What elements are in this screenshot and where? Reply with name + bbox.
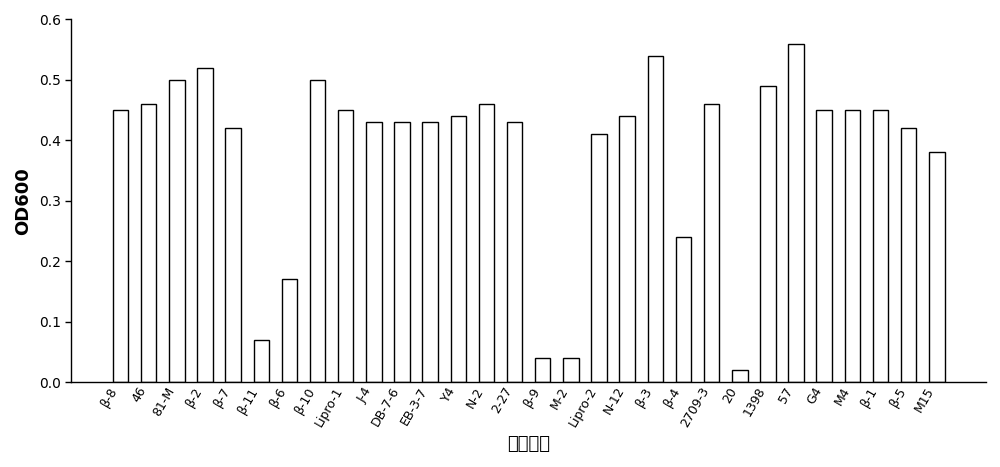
Bar: [169, 80, 185, 382]
Bar: [507, 122, 522, 382]
Bar: [451, 116, 466, 382]
Bar: [676, 237, 691, 382]
Bar: [310, 80, 325, 382]
Bar: [760, 86, 776, 382]
Bar: [366, 122, 382, 382]
Bar: [873, 110, 888, 382]
Bar: [254, 340, 269, 382]
Bar: [845, 110, 860, 382]
Bar: [225, 128, 241, 382]
Bar: [619, 116, 635, 382]
Bar: [394, 122, 410, 382]
Bar: [591, 134, 607, 382]
Bar: [929, 152, 945, 382]
Bar: [732, 370, 748, 382]
Bar: [704, 104, 719, 382]
Bar: [816, 110, 832, 382]
Bar: [197, 68, 213, 382]
Y-axis label: OD600: OD600: [14, 167, 32, 234]
Bar: [901, 128, 916, 382]
Bar: [422, 122, 438, 382]
Bar: [648, 56, 663, 382]
Bar: [788, 43, 804, 382]
Bar: [113, 110, 128, 382]
X-axis label: 菌株编号: 菌株编号: [507, 435, 550, 453]
Bar: [535, 358, 550, 382]
Bar: [563, 358, 579, 382]
Bar: [282, 279, 297, 382]
Bar: [479, 104, 494, 382]
Bar: [141, 104, 156, 382]
Bar: [338, 110, 353, 382]
